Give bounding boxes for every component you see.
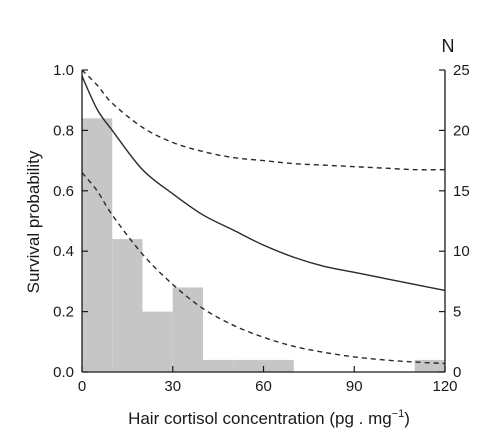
histogram-bar-3: [172, 287, 203, 372]
x-tick-label-1: 30: [164, 378, 181, 395]
y-tick-label-1: 0.2: [53, 304, 74, 321]
y-ticks-left: 0.0 0.2 0.4 0.6 0.8 1.0: [53, 62, 88, 381]
y-tick-label-5: 1.0: [53, 62, 74, 79]
x-tick-label-3: 90: [346, 378, 363, 395]
histogram-bars: [82, 118, 445, 372]
y-tick-label-0: 0.0: [53, 364, 74, 381]
y2-tick-label-1: 5: [453, 304, 461, 321]
confidence-curve-2: [81, 172, 446, 365]
survival-curves: [81, 69, 446, 365]
y2-tick-label-0: 0: [453, 364, 461, 381]
histogram-bar-1: [112, 239, 143, 372]
x-tick-label-2: 60: [255, 378, 272, 395]
y2-tick-label-2: 10: [453, 243, 470, 260]
y-axis-title: Survival probability: [24, 150, 43, 293]
x-tick-label-4: 120: [432, 378, 457, 395]
x-axis-title-suffix: ): [404, 409, 410, 428]
x-ticks: 0 30 60 90 120: [78, 366, 458, 395]
survival-curve: [81, 75, 446, 292]
y2-tick-label-5: 25: [453, 62, 470, 79]
y2-axis-title: N: [442, 36, 455, 56]
x-tick-label-0: 0: [78, 378, 86, 395]
y2-tick-label-3: 15: [453, 183, 470, 200]
histogram-bar-0: [82, 118, 113, 372]
y2-tick-label-4: 20: [453, 122, 470, 139]
x-axis-title: Hair cortisol concentration (pg . mg−1): [128, 408, 410, 428]
histogram-bar-6: [263, 359, 294, 372]
y-tick-label-4: 0.8: [53, 122, 74, 139]
x-axis-title-main: Hair cortisol concentration (pg . mg: [128, 409, 392, 428]
histogram-bar-2: [142, 311, 173, 372]
histogram-bar-4: [203, 359, 234, 372]
histogram-bar-5: [233, 359, 264, 372]
y-tick-label-2: 0.4: [53, 243, 74, 260]
y-tick-label-3: 0.6: [53, 183, 74, 200]
confidence-curve-1: [81, 69, 446, 171]
x-axis-title-superscript: −1: [392, 408, 405, 420]
y-ticks-right: 0 5 10 15 20 25: [439, 62, 470, 381]
